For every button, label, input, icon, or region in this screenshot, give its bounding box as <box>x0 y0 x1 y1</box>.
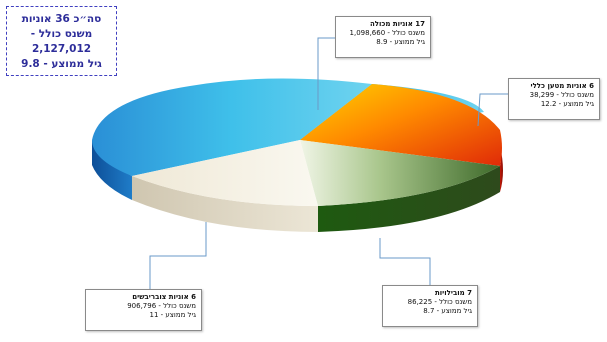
summary-box: סה״כ 36 אוניות משנס כולל - 2,127,012 גיל… <box>6 6 117 76</box>
label-bulk-carriers-age: גיל ממוצע - 11 <box>149 311 196 319</box>
label-vehicle-carriers-tonnage: משנס כולל - 86,225 <box>407 298 472 306</box>
pie-slice-vehicle-carriers <box>300 140 500 206</box>
pie-side-red <box>500 146 503 192</box>
connector-bulk-carriers <box>149 222 207 290</box>
pie-side-blue <box>92 140 132 200</box>
pie-slice-container-ships-main <box>92 78 372 176</box>
connector-vehicle-carriers <box>379 238 431 286</box>
label-bulk-carriers-title: 6 אוניות צובריבשים <box>132 293 196 301</box>
connector-general-cargo <box>477 93 508 127</box>
label-general-cargo-title: 6 אוניות מטען כללי <box>530 82 594 90</box>
label-bulk-carriers: 6 אוניות צובריבשים משנס כולל - 906,796 ג… <box>85 289 202 331</box>
label-container-ships: 17 אוניות מכולה משנס כולל - 1,098,660 גי… <box>335 16 431 58</box>
summary-total-tonnage: משנס כולל - 2,127,012 <box>30 28 93 55</box>
pie-slice-bulk-carriers <box>132 140 318 206</box>
summary-average-age: גיל ממוצע - 9.8 <box>21 58 102 70</box>
label-vehicle-carriers: 7 מובילויות משנס כולל - 86,225 גיל ממוצע… <box>382 285 478 327</box>
label-bulk-carriers-tonnage: משנס כולל - 906,796 <box>127 302 196 310</box>
pie-slice-general-cargo <box>300 84 502 166</box>
label-general-cargo-tonnage: משנס כולל - 38,299 <box>529 91 594 99</box>
label-vehicle-carriers-age: גיל ממוצע - 8.7 <box>423 307 472 315</box>
summary-total-ships: סה״כ 36 אוניות <box>21 13 102 25</box>
label-general-cargo-age: גיל ממוצע - 12.2 <box>540 100 594 108</box>
label-general-cargo: 6 אוניות מטען כללי משנס כולל - 38,299 גי… <box>508 78 600 120</box>
label-vehicle-carriers-title: 7 מובילויות <box>435 289 472 297</box>
label-container-ships-age: גיל ממוצע - 8.9 <box>376 38 425 46</box>
label-container-ships-title: 17 אוניות מכולה <box>369 20 425 28</box>
connector-container-ships <box>317 37 336 110</box>
label-container-ships-tonnage: משנס כולל - 1,098,660 <box>349 29 425 37</box>
pie-side-green <box>318 166 500 232</box>
pie-side-beige <box>132 176 318 232</box>
